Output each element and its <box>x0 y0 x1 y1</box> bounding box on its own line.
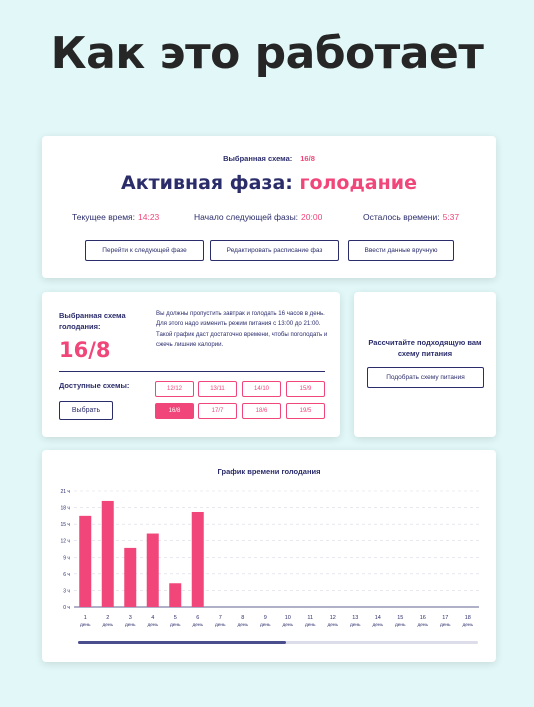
y-tick-label: 3 ч <box>63 588 70 594</box>
next-phase-button[interactable]: Перейти к следующей фазе <box>85 240 204 261</box>
phase-label: Активная фаза: <box>121 172 293 194</box>
x-tick-sublabel: день <box>305 623 316 628</box>
x-tick-sublabel: день <box>417 623 428 628</box>
edit-schedule-button[interactable]: Редактировать расписание фаз <box>210 240 339 261</box>
y-tick-label: 0 ч <box>63 605 70 611</box>
x-tick-label: 2 <box>106 615 109 621</box>
x-tick-sublabel: день <box>170 623 181 628</box>
scheme-option-16-8[interactable]: 16/8 <box>155 403 194 419</box>
scheme-option-17-7[interactable]: 17/7 <box>198 403 237 419</box>
y-tick-label: 6 ч <box>63 572 70 578</box>
selected-scheme-label: Выбранная схема: <box>223 154 293 163</box>
x-tick-sublabel: день <box>260 623 271 628</box>
scheme-option-19-5[interactable]: 19/5 <box>286 403 325 419</box>
y-tick-label: 9 ч <box>63 555 70 561</box>
x-tick-sublabel: день <box>462 623 473 628</box>
scheme-description: Вы должны пропустить завтрак и голодать … <box>156 310 328 348</box>
x-tick-label: 10 <box>285 615 291 621</box>
x-tick-label: 1 <box>84 615 87 621</box>
x-tick-sublabel: день <box>237 623 248 628</box>
manual-entry-button[interactable]: Ввести данные вручную <box>348 240 454 261</box>
scheme-value: 16/8 <box>59 338 111 362</box>
x-tick-label: 9 <box>264 615 267 621</box>
current-time-label: Текущее время: <box>72 212 135 222</box>
bar <box>191 511 204 607</box>
fasting-chart: 0 ч 3 ч 6 ч 9 ч 12 ч 15 ч 18 ч 21 ч 1 день 2 день 3 д… <box>60 489 479 644</box>
scheme-option-15-9[interactable]: 15/9 <box>286 381 325 397</box>
bar <box>101 500 114 607</box>
y-tick-label: 12 ч <box>60 539 70 545</box>
x-tick-label: 6 <box>196 615 199 621</box>
next-phase-value: 20:00 <box>301 212 323 222</box>
scheme-option-18-6[interactable]: 18/6 <box>242 403 281 419</box>
x-tick-label: 11 <box>307 615 313 621</box>
active-phase-heading: Активная фаза: голодание <box>42 172 496 194</box>
x-tick-sublabel: день <box>192 623 203 628</box>
y-tick-label: 21 ч <box>60 489 70 495</box>
selected-scheme-line: Выбранная схема: 16/8 <box>42 154 496 163</box>
remaining-stat: Осталось времени: 5:37 <box>363 212 459 222</box>
bar <box>124 547 137 607</box>
x-tick-label: 7 <box>219 615 222 621</box>
current-time-stat: Текущее время: 14:23 <box>72 212 159 222</box>
y-tick-label: 15 ч <box>60 522 70 528</box>
x-tick-sublabel: день <box>282 623 293 628</box>
divider <box>59 371 325 372</box>
selected-scheme-value: 16/8 <box>300 154 315 163</box>
scheme-option-12-12[interactable]: 12/12 <box>155 381 194 397</box>
x-tick-sublabel: день <box>125 623 136 628</box>
y-tick-label: 18 ч <box>60 506 70 512</box>
phase-value: голодание <box>299 172 417 194</box>
scheme-option-14-10[interactable]: 14/10 <box>242 381 281 397</box>
remaining-value: 5:37 <box>442 212 460 222</box>
remaining-label: Осталось времени: <box>363 212 440 222</box>
x-tick-label: 17 <box>442 615 448 621</box>
x-tick-label: 5 <box>174 615 177 621</box>
active-phase-card: Выбранная схема: 16/8 Активная фаза: голо… <box>42 136 496 278</box>
x-tick-label: 14 <box>375 615 381 621</box>
pick-scheme-button[interactable]: Подобрать схему питания <box>367 367 484 388</box>
x-tick-sublabel: день <box>102 623 113 628</box>
x-tick-label: 15 <box>397 615 403 621</box>
x-tick-sublabel: день <box>80 623 91 628</box>
chart-scrollbar-thumb[interactable] <box>78 641 286 644</box>
bar <box>169 583 182 607</box>
choose-button[interactable]: Выбрать <box>59 401 113 420</box>
x-tick-sublabel: день <box>350 623 361 628</box>
x-tick-label: 8 <box>241 615 244 621</box>
scheme-option-13-11[interactable]: 13/11 <box>198 381 237 397</box>
x-tick-label: 12 <box>330 615 336 621</box>
current-time-value: 14:23 <box>138 212 160 222</box>
x-tick-label: 13 <box>352 615 358 621</box>
x-tick-sublabel: день <box>372 623 383 628</box>
x-tick-sublabel: день <box>215 623 226 628</box>
bar <box>79 515 92 607</box>
calc-text: Рассчитайте подходящую вам схему питания <box>368 338 482 358</box>
x-tick-label: 18 <box>465 615 471 621</box>
scheme-title: Выбранная схема голодания: <box>59 311 126 331</box>
available-schemes-label: Доступные схемы: <box>59 381 130 390</box>
x-tick-label: 3 <box>129 615 132 621</box>
x-tick-sublabel: день <box>327 623 338 628</box>
bar <box>146 533 159 607</box>
x-tick-label: 16 <box>420 615 426 621</box>
x-tick-label: 4 <box>151 615 154 621</box>
calc-card: Рассчитайте подходящую вам схему питания… <box>354 292 496 437</box>
next-phase-stat: Начало следующей фазы: 20:00 <box>194 212 322 222</box>
next-phase-label: Начало следующей фазы: <box>194 212 299 222</box>
scheme-card: Выбранная схема голодания: 16/8 Вы должн… <box>42 292 340 437</box>
chart-title: График времени голодания <box>217 467 321 476</box>
hero-title: Как это работает <box>50 28 484 79</box>
x-tick-sublabel: день <box>395 623 406 628</box>
x-tick-sublabel: день <box>440 623 451 628</box>
x-tick-sublabel: день <box>147 623 158 628</box>
chart-card: График времени голодания 0 ч 3 ч 6 ч 9 ч 12 … <box>42 450 496 662</box>
